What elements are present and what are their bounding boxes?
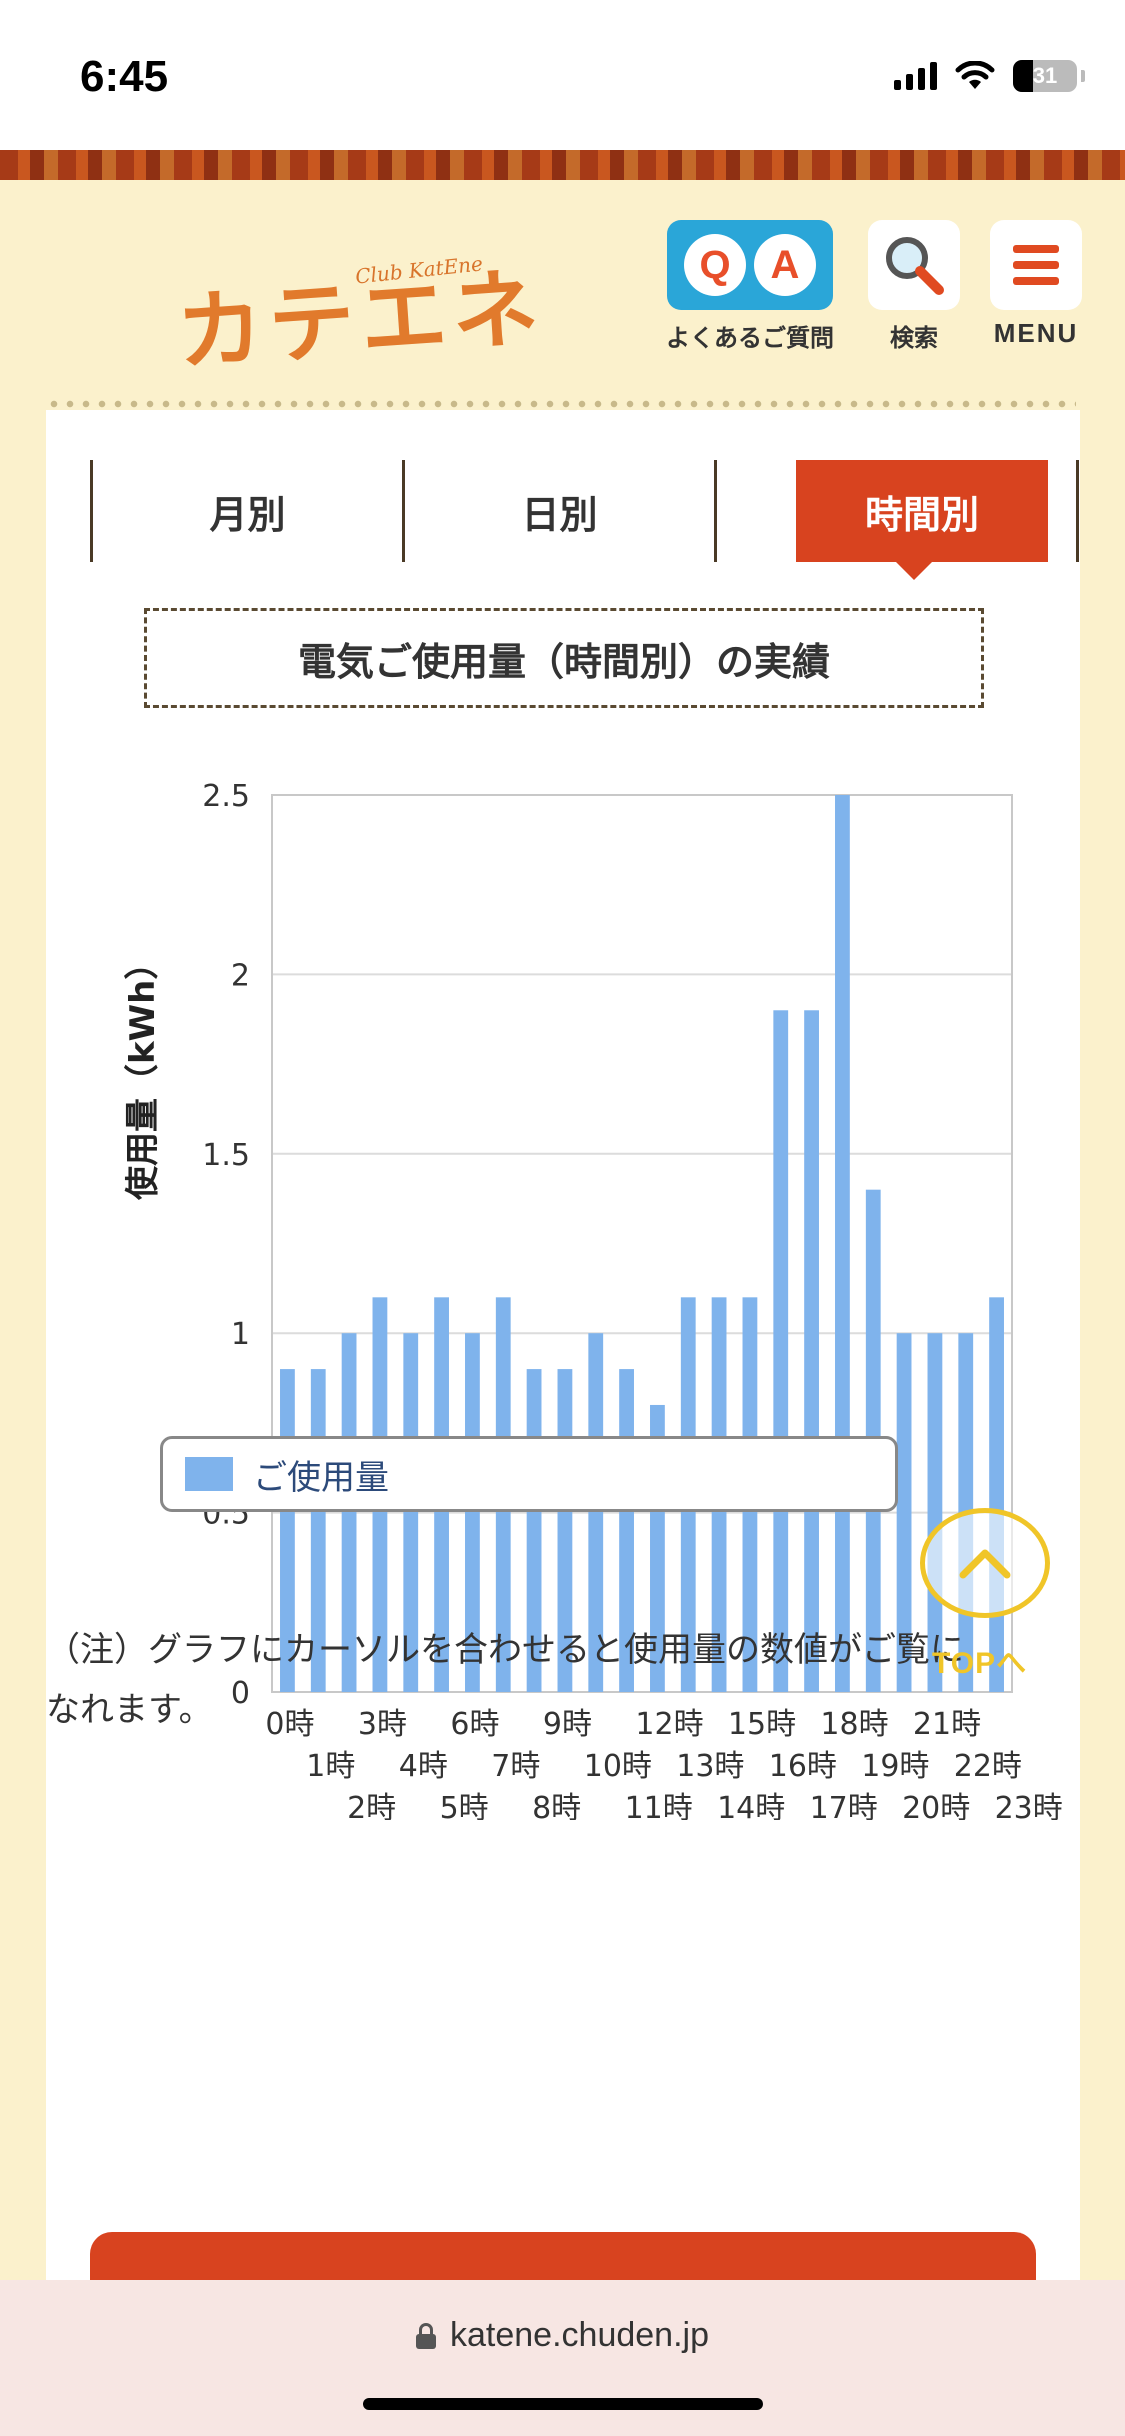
x-tick-label: 12時	[635, 1707, 703, 1742]
battery-tip	[1081, 70, 1085, 82]
usage-chart[interactable]: 0 0.5 1 1.5 2 2.5 使用量（kWh）	[46, 740, 1080, 1711]
active-tab-pointer	[896, 562, 932, 580]
bar-17時[interactable]	[804, 1010, 819, 1692]
dotted-divider	[46, 400, 1076, 408]
search-label: 検索	[890, 324, 938, 352]
faq-label: よくあるご質問	[666, 324, 834, 352]
chevron-up-icon	[959, 1549, 1011, 1579]
x-tick-label: 2時	[347, 1791, 396, 1820]
x-tick-label: 7時	[491, 1749, 540, 1784]
legend-label: ご使用量	[253, 1457, 389, 1498]
tab-separator	[90, 460, 93, 562]
decorative-stripe	[0, 150, 1125, 180]
lock-icon	[416, 2322, 436, 2349]
y-tick-label: 0	[231, 1676, 250, 1711]
scroll-top-button[interactable]	[920, 1508, 1050, 1618]
x-tick-label: 14時	[717, 1791, 785, 1820]
x-tick-label: 6時	[450, 1707, 499, 1742]
a-bubble: A	[754, 234, 816, 296]
x-tick-label: 3時	[358, 1707, 407, 1742]
tab-monthly[interactable]: 月別	[209, 492, 286, 537]
bar-4時[interactable]	[403, 1333, 419, 1692]
bar-18時[interactable]	[835, 795, 850, 1692]
hamburger-icon	[990, 220, 1082, 310]
x-tick-label: 16時	[769, 1749, 837, 1784]
tab-separator	[1076, 460, 1079, 562]
bar-10時[interactable]	[588, 1333, 604, 1692]
battery-level: 31	[1032, 63, 1058, 88]
bar-16時[interactable]	[773, 1010, 789, 1692]
plot-border	[271, 794, 1013, 1693]
bar-20時[interactable]	[896, 1333, 912, 1692]
status-time: 6:45	[80, 52, 169, 101]
y-axis-label: 使用量（kWh）	[123, 946, 163, 1201]
site-header: カテエネ Club KatEne Q A よくあるご質問 検索 MENU	[0, 180, 1125, 400]
x-tick-label: 4時	[399, 1749, 448, 1784]
x-tick-label: 20時	[902, 1791, 970, 1820]
bottom-action-button[interactable]	[90, 2232, 1036, 2280]
faq-button[interactable]: Q A よくあるご質問	[660, 220, 840, 353]
qa-icon: Q A	[667, 220, 833, 310]
bar-6時[interactable]	[465, 1333, 480, 1692]
x-tick-label: 17時	[810, 1791, 878, 1820]
url-text[interactable]: katene.chuden.jp	[450, 2316, 709, 2354]
x-tick-label: 5時	[440, 1791, 489, 1820]
x-tick-label: 21時	[913, 1707, 981, 1742]
q-bubble: Q	[684, 234, 746, 296]
main-card: 月別 日別 時間別 電気ご使用量（時間別）の実績 0 0.5 1 1.5 2 2.5 使用…	[46, 410, 1080, 2436]
status-bar: 6:45 31	[0, 0, 1125, 150]
wifi-icon	[955, 61, 995, 89]
x-tick-label: 23時	[995, 1791, 1063, 1820]
status-icons: 31	[894, 60, 1085, 92]
x-tick-label: 13時	[676, 1749, 744, 1784]
browser-url-bar: katene.chuden.jp	[0, 2280, 1125, 2436]
home-indicator[interactable]	[363, 2398, 763, 2410]
x-tick-label: 0時	[265, 1707, 314, 1742]
y-tick-label: 1.5	[202, 1138, 250, 1173]
section-title: 電気ご使用量（時間別）の実績	[144, 608, 984, 708]
x-tick-label: 19時	[861, 1749, 929, 1784]
x-tick-label: 18時	[820, 1707, 888, 1742]
search-icon	[868, 220, 960, 310]
tab-hourly[interactable]: 時間別	[796, 460, 1048, 562]
tab-daily[interactable]: 日別	[521, 492, 598, 537]
y-tick-label: 2.5	[202, 779, 250, 814]
chart-note: （注）グラフにカーソルを合わせると使用量の数値がご覧になれます。	[46, 1630, 964, 1730]
x-tick-label: 9時	[543, 1707, 592, 1742]
y-tick-label: 1	[231, 1317, 250, 1352]
menu-label: MENU	[993, 318, 1079, 348]
x-tick-label: 8時	[532, 1791, 581, 1820]
x-tick-label: 10時	[584, 1749, 652, 1784]
bar-2時[interactable]	[341, 1333, 357, 1692]
search-button[interactable]: 検索	[866, 220, 962, 353]
tab-separator	[402, 460, 405, 562]
battery-icon: 31	[1013, 60, 1077, 92]
url-row[interactable]: katene.chuden.jp	[0, 2316, 1125, 2355]
y-tick-label: 2	[231, 958, 250, 993]
site-logo[interactable]: カテエネ	[173, 258, 548, 384]
period-tabs: 月別 日別 時間別	[90, 460, 1080, 580]
scroll-top-label[interactable]: TOPへ	[932, 1647, 1028, 1680]
signal-icon	[894, 62, 937, 90]
legend-swatch	[185, 1457, 233, 1491]
x-tick-label: 22時	[954, 1749, 1022, 1784]
tab-separator	[714, 460, 717, 562]
x-tick-label: 11時	[625, 1791, 693, 1820]
chart-legend[interactable]: ご使用量	[160, 1436, 898, 1512]
x-tick-label: 15時	[728, 1707, 796, 1742]
x-axis-ticks: 0時 1時 2時 3時 4時 5時 6時 7時 8時 9時 10時 11時 12時 13時 14時 15時 16…	[265, 1707, 1063, 1820]
menu-button[interactable]: MENU	[986, 220, 1086, 349]
x-tick-label: 1時	[306, 1749, 355, 1784]
